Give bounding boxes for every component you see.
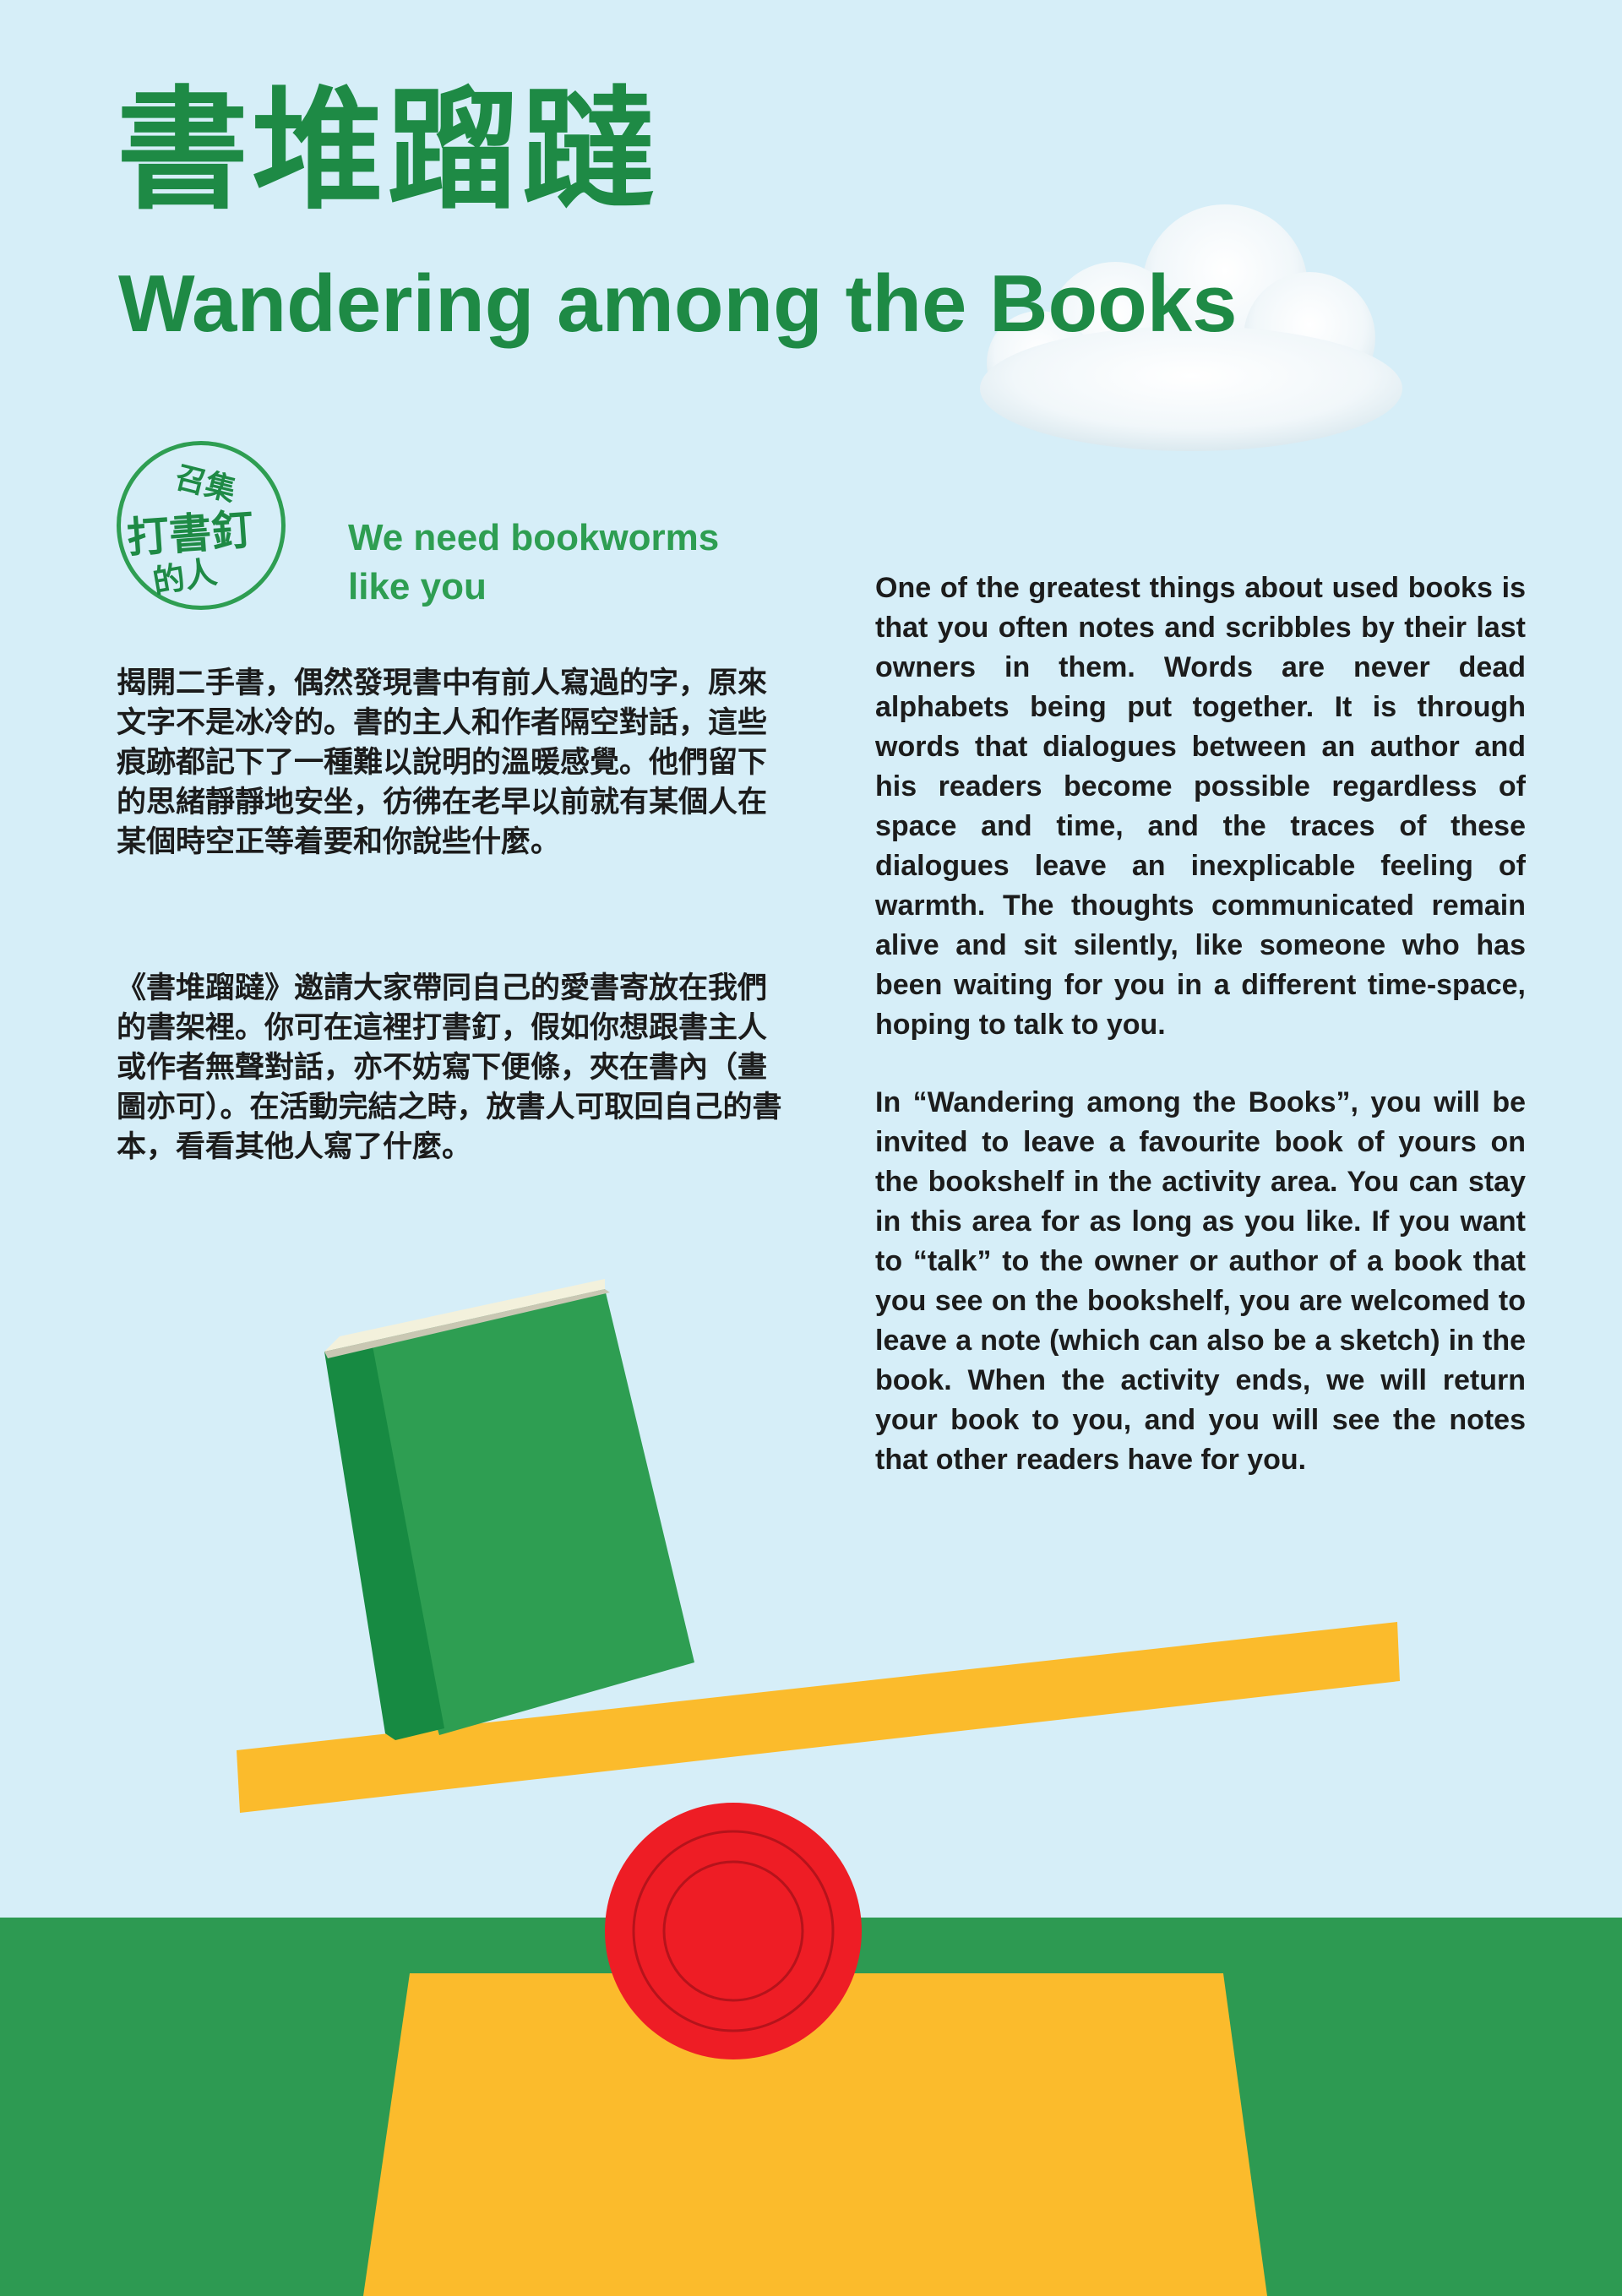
seesaw-plank bbox=[237, 1622, 1400, 1813]
page-title-english: Wandering among the Books bbox=[118, 258, 1238, 349]
green-book-icon bbox=[324, 1279, 694, 1740]
grass-ground bbox=[0, 1918, 1622, 2296]
page-title-chinese: 書堆蹓躂 bbox=[117, 73, 657, 227]
cloud-illustration bbox=[980, 204, 1402, 451]
english-paragraph-1: One of the greatest things about used bo… bbox=[875, 572, 1526, 1041]
recruit-stamp-badge: 召集 打書釘 的人 bbox=[117, 441, 289, 613]
stamp-ring bbox=[117, 441, 286, 610]
tagline: We need bookworms like you bbox=[348, 517, 720, 607]
chinese-paragraph-1: 揭開二手書，偶然發現書中有前人寫過的字，原來文字不是冰冷的。書的主人和作者隔空對… bbox=[117, 666, 768, 859]
english-paragraph-2: In “Wandering among the Books”, you will… bbox=[875, 1086, 1526, 1476]
chinese-paragraph-2: 《書堆蹓躂》邀請大家帶同自己的愛書寄放在我們的書架裡。你可在這裡打書釘，假如你想… bbox=[117, 971, 782, 1164]
